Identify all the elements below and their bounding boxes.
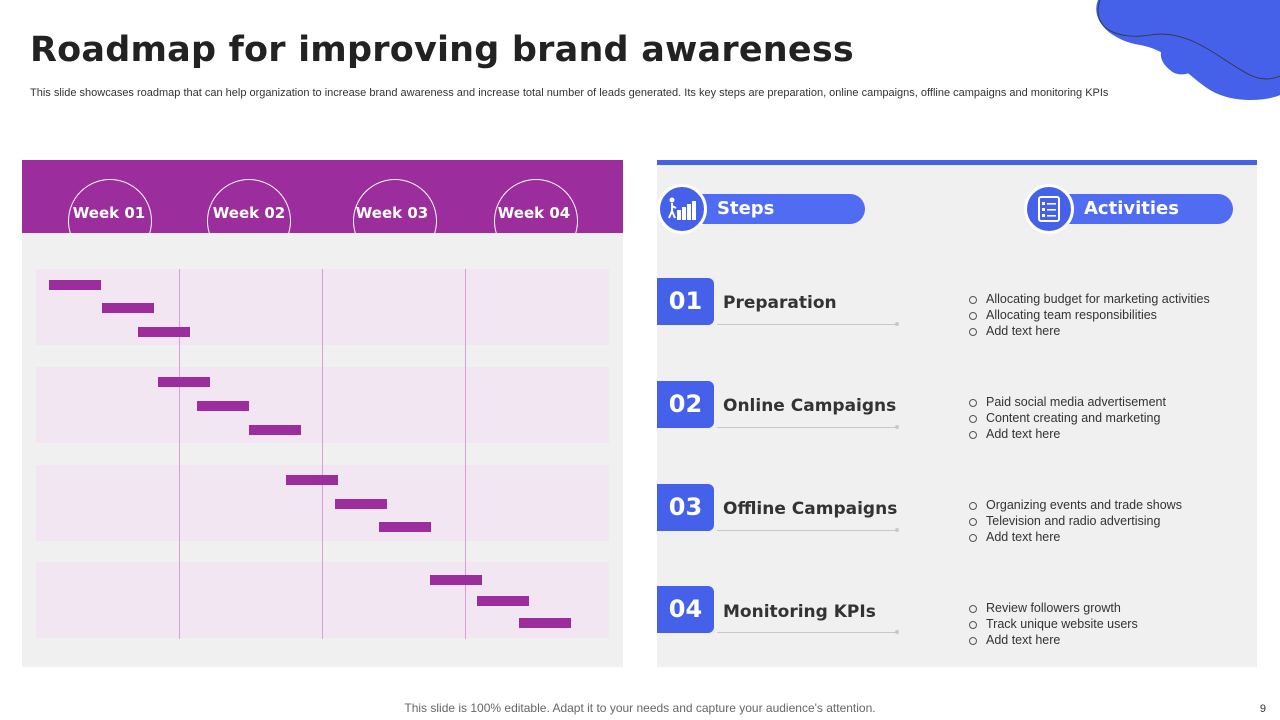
- week-label: Week 01: [72, 204, 146, 222]
- gantt-header: Week 01 Week 02 Week 03 Week 04: [22, 160, 623, 233]
- activity-list: Organizing events and trade shows Televi…: [969, 497, 1249, 545]
- activity-list: Paid social media advertisement Content …: [969, 394, 1249, 442]
- step-title: Online Campaigns: [723, 396, 897, 416]
- slide-subtitle: This slide showcases roadmap that can he…: [30, 87, 1109, 99]
- gantt-bar: [138, 327, 190, 337]
- steps-header-label: Steps: [717, 198, 775, 219]
- step-title: Monitoring KPIs: [723, 602, 876, 622]
- step-number: 02: [657, 381, 714, 428]
- step-underline: [717, 427, 897, 428]
- activity-item: Paid social media advertisement: [969, 394, 1249, 410]
- week-label: Week 04: [497, 204, 571, 222]
- step-number: 04: [657, 586, 714, 633]
- activity-item: Allocating budget for marketing activiti…: [969, 291, 1249, 307]
- activity-item: Allocating team responsibilities: [969, 307, 1249, 323]
- steps-header: Steps: [687, 194, 865, 224]
- panel-top-stripe: [657, 160, 1257, 165]
- slide-footer: This slide is 100% editable. Adapt it to…: [404, 701, 876, 715]
- gantt-bar: [49, 280, 101, 290]
- gantt-bar: [477, 596, 529, 606]
- activities-header: Activities: [1054, 194, 1233, 224]
- gantt-bar: [379, 522, 431, 532]
- gantt-panel: Week 01 Week 02 Week 03 Week 04: [22, 160, 623, 667]
- activity-item: Add text here: [969, 529, 1249, 545]
- activity-item: Television and radio advertising: [969, 513, 1249, 529]
- activity-item: Review followers growth: [969, 600, 1249, 616]
- gantt-bar: [197, 401, 249, 411]
- gantt-bar: [430, 575, 482, 585]
- gantt-bar: [519, 618, 571, 628]
- week-label: Week 02: [212, 204, 286, 222]
- gantt-bar: [335, 499, 387, 509]
- step-number: 03: [657, 484, 714, 531]
- activity-item: Content creating and marketing: [969, 410, 1249, 426]
- week-divider: [322, 269, 323, 639]
- step-title: Offline Campaigns: [723, 499, 898, 519]
- page-number: 9: [1259, 703, 1266, 715]
- activity-list: Review followers growth Track unique web…: [969, 600, 1249, 648]
- steps-panel: Steps Activities 01 Preparation Allocat: [657, 160, 1257, 667]
- step-number: 01: [657, 278, 714, 325]
- step-underline: [717, 324, 897, 325]
- step-underline: [717, 530, 897, 531]
- step-underline-dot: [895, 425, 899, 429]
- activity-item: Add text here: [969, 632, 1249, 648]
- decorative-blob: [1096, 0, 1280, 100]
- activity-item: Add text here: [969, 426, 1249, 442]
- activity-item: Add text here: [969, 323, 1249, 339]
- week-divider: [465, 269, 466, 639]
- gantt-bar: [102, 303, 154, 313]
- activity-list: Allocating budget for marketing activiti…: [969, 291, 1249, 339]
- step-underline-dot: [895, 528, 899, 532]
- gantt-bar: [158, 377, 210, 387]
- checklist-icon: [1024, 184, 1074, 234]
- activity-item: Organizing events and trade shows: [969, 497, 1249, 513]
- activity-item: Track unique website users: [969, 616, 1249, 632]
- gantt-bar: [249, 425, 301, 435]
- gantt-bar: [286, 475, 338, 485]
- step-underline: [717, 632, 897, 633]
- activities-header-label: Activities: [1084, 198, 1179, 219]
- step-underline-dot: [895, 630, 899, 634]
- week-label: Week 03: [355, 204, 429, 222]
- week-divider: [179, 269, 180, 639]
- step-title: Preparation: [723, 293, 837, 313]
- staircase-growth-icon: [657, 184, 707, 234]
- step-underline-dot: [895, 322, 899, 326]
- slide-title: Roadmap for improving brand awareness: [30, 30, 854, 70]
